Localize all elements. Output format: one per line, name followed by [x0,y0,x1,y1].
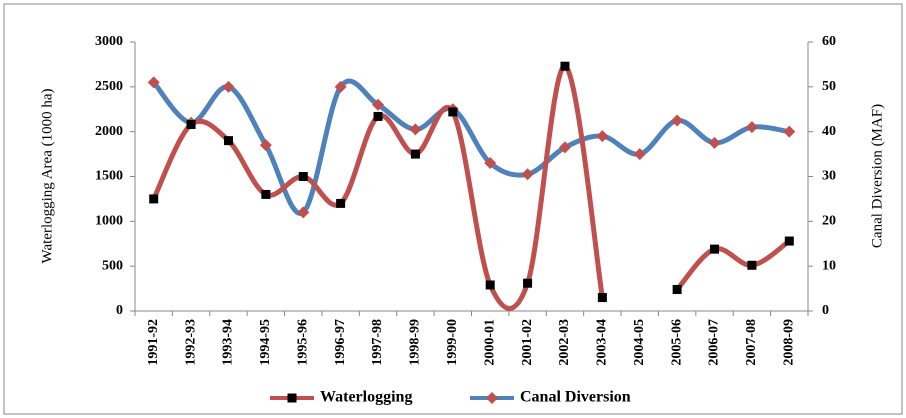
point [671,114,684,127]
x-tick-label: 1992-93 [183,319,198,366]
y2-tick-label: 50 [822,79,836,94]
point [672,284,682,294]
x-tick-label: 1993-94 [221,319,236,366]
point [521,168,534,181]
x-tick-label: 1994-95 [258,319,273,366]
point [223,136,233,146]
x-tick-label: 1998-99 [408,319,423,366]
point [410,149,420,159]
y-tick-label: 3000 [95,34,123,49]
x-tick-label: 2008-09 [782,319,797,366]
point [448,107,458,117]
point [784,236,794,246]
legend-marker [486,392,498,404]
point [783,125,796,138]
point [334,80,347,93]
y-tick-label: 1500 [95,169,123,184]
x-tick-label: 2003-04 [595,319,610,366]
point [523,278,533,288]
point [336,198,346,208]
y2-tick-label: 30 [822,169,836,184]
y-axis-label: Waterlogging Area (1000 ha) [39,89,55,264]
point [147,76,160,89]
y2-tick-label: 20 [822,214,836,229]
y2-axis-label: Canal Diversion (MAF) [869,104,885,248]
chart-border [3,3,903,415]
point [298,172,308,181]
y2-tick-label: 10 [822,258,836,273]
point [259,139,272,152]
y2-tick-label: 60 [822,34,836,49]
x-tick-label: 1999-00 [445,319,460,366]
x-tick-label: 2007-08 [744,319,759,366]
legend-label: Canal Diversion [520,389,631,406]
point [633,148,646,161]
point [708,136,721,149]
point [596,130,609,143]
point [186,119,196,129]
legend-marker [287,393,297,403]
x-tick-label: 1991-92 [146,319,161,366]
x-tick-label: 2001-02 [520,319,535,366]
y-tick-label: 500 [102,258,123,273]
y-tick-label: 1000 [95,214,123,229]
y-tick-label: 2500 [95,79,123,94]
x-tick-label: 2006-07 [707,319,722,366]
point [558,141,571,154]
x-tick-label: 2004-05 [632,319,647,366]
x-tick-label: 1995-96 [295,319,310,366]
legend-label: Waterlogging [320,389,412,406]
point [297,206,310,219]
x-tick-label: 1996-97 [333,319,348,366]
point [373,111,383,121]
x-tick-label: 2005-06 [669,319,684,366]
y2-tick-label: 40 [822,124,836,139]
x-tick-label: 1997-98 [370,319,385,366]
point [484,157,497,170]
point [745,121,758,134]
point [409,123,422,136]
point [710,244,720,254]
point [747,260,757,270]
point [149,194,159,204]
point [222,80,235,93]
x-tick-label: 2002-03 [557,319,572,366]
y-tick-label: 0 [116,303,123,318]
point [372,98,385,111]
point [261,189,271,199]
point [597,293,607,303]
y2-tick-label: 0 [822,303,829,318]
x-tick-label: 2000-01 [482,319,497,366]
point [485,280,495,290]
y-tick-label: 2000 [95,124,123,139]
point [560,61,570,71]
